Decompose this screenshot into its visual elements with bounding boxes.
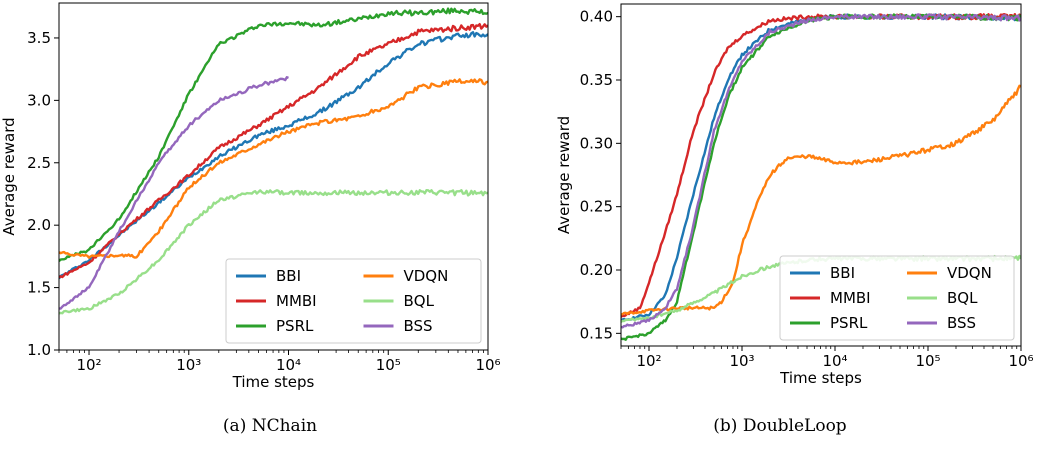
doubleloop-x-tick-label: 10⁴: [822, 352, 847, 370]
nchain-series-psrl-line: [59, 7, 488, 262]
nchain-chart: 10² 10³ 10⁴ 10⁵ 10⁶ 1.0 1.5 2.0 2.5 3.0 3.5 Time st…: [0, 2, 501, 391]
doubleloop-x-axis-label: Time steps: [779, 369, 862, 387]
nchain-legend-label-vdqn: VDQN: [404, 267, 449, 285]
nchain-legend-label-mmbi: MMBI: [276, 292, 317, 310]
nchain-series-bql-line: [59, 189, 488, 315]
doubleloop-legend-label-mmbi: MMBI: [830, 289, 871, 307]
nchain-x-tick-label: 10³: [176, 356, 201, 374]
nchain-y-tick-label: 3.0: [27, 91, 51, 109]
nchain-x-tick-label: 10⁵: [376, 356, 401, 374]
doubleloop-y-tick-label: 0.35: [580, 71, 613, 89]
doubleloop-plot-frame: [620, 3, 1022, 347]
nchain-y-tick-label: 1.0: [27, 341, 51, 359]
doubleloop-series-bss-line: [621, 13, 1021, 329]
nchain-y-tick-label: 2.0: [27, 216, 51, 234]
doubleloop-chart: 10² 10³ 10⁴ 10⁵ 10⁶ 0.15 0.20 0.25 0.30 0.35 0.40 T…: [555, 3, 1034, 387]
doubleloop-y-tick-label: 0.30: [580, 134, 613, 152]
doubleloop-legend-label-vdqn: VDQN: [947, 264, 992, 282]
doubleloop-legend-label-bss: BSS: [947, 314, 976, 332]
doubleloop-legend-label-psrl: PSRL: [830, 314, 868, 332]
nchain-y-axis-label: Average reward: [0, 117, 18, 235]
doubleloop-x-tick-label: 10⁶: [1008, 352, 1033, 370]
doubleloop-x-tick-label: 10²: [636, 352, 661, 370]
nchain-series-mmbi-line: [59, 22, 488, 279]
doubleloop-x-tick-label: 10³: [729, 352, 754, 370]
doubleloop-legend: BBI MMBI PSRL VDQN BQL BSS: [779, 255, 1015, 341]
doubleloop-x-tick-label: 10⁵: [915, 352, 940, 370]
nchain-x-axis-label: Time steps: [232, 373, 315, 391]
nchain-legend-box: [225, 258, 482, 344]
nchain-x-tick-label: 10²: [76, 356, 101, 374]
nchain-legend-label-bbi: BBI: [276, 267, 301, 285]
nchain-y-tick-label: 2.5: [27, 154, 51, 172]
doubleloop-y-tick-label: 0.15: [580, 324, 613, 342]
nchain-x-tick-label: 10⁶: [475, 356, 500, 374]
nchain-y-tick-label: 3.5: [27, 29, 51, 47]
doubleloop-y-tick-label: 0.25: [580, 198, 613, 216]
nchain-series-group: [59, 7, 488, 315]
doubleloop-series-vdqn-line: [621, 84, 1021, 316]
nchain-series-vdqn-line: [59, 78, 488, 259]
nchain-x-tick-label: 10⁴: [276, 356, 301, 374]
doubleloop-y-axis-label: Average reward: [555, 116, 573, 234]
nchain-plot-frame: [58, 2, 489, 351]
doubleloop-y-tick-label: 0.40: [580, 8, 613, 26]
nchain-caption: (a) NChain: [222, 416, 318, 436]
nchain-legend: BBI MMBI PSRL VDQN BQL BSS: [225, 258, 482, 344]
doubleloop-legend-box: [779, 255, 1015, 341]
nchain-legend-label-bql: BQL: [404, 292, 435, 310]
nchain-series-bss-line: [59, 76, 289, 310]
nchain-legend-label-psrl: PSRL: [276, 317, 314, 335]
doubleloop-caption: (b) DoubleLoop: [713, 416, 847, 436]
nchain-series-bbi-line: [59, 31, 488, 280]
nchain-y-tick-label: 1.5: [27, 279, 51, 297]
doubleloop-legend-label-bbi: BBI: [830, 264, 855, 282]
nchain-legend-label-bss: BSS: [404, 317, 433, 335]
doubleloop-legend-label-bql: BQL: [947, 289, 978, 307]
doubleloop-series-mmbi-line: [621, 12, 1021, 318]
doubleloop-y-tick-label: 0.20: [580, 261, 613, 279]
